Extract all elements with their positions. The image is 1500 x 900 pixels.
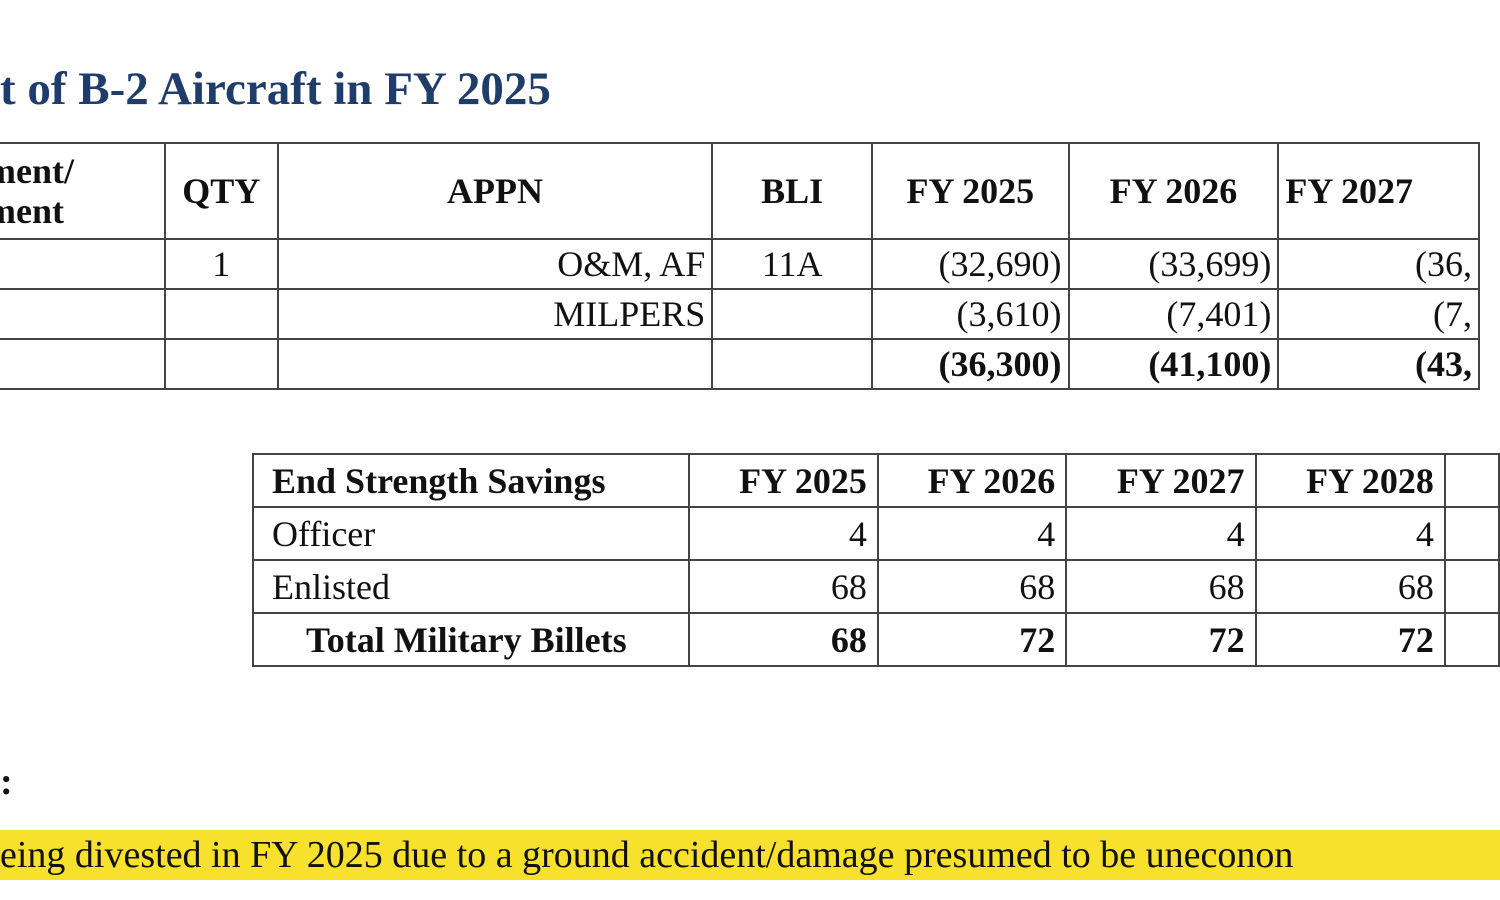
cell-fy2025: (36,300) bbox=[871, 338, 1070, 390]
cell-item bbox=[0, 338, 166, 390]
cell-fy2026: (41,100) bbox=[1067, 338, 1280, 390]
table-row-total: Total Military Billets 68 72 72 72 bbox=[251, 612, 1500, 667]
header-fy2025: FY 2025 bbox=[871, 142, 1070, 240]
cost-table: ment/ment QTY APPN BLI FY 2025 FY 2026 F… bbox=[0, 142, 1480, 390]
cell-fy2027: 4 bbox=[1065, 506, 1257, 561]
cell-fy2025: 4 bbox=[688, 506, 879, 561]
table-row: 1 O&M, AF 11A (32,690) (33,699) (36, bbox=[0, 238, 1480, 290]
cell-fy2027: 72 bbox=[1065, 612, 1257, 667]
cell-fy2025: 68 bbox=[688, 559, 879, 614]
document-title: t of B-2 Aircraft in FY 2025 bbox=[0, 63, 551, 115]
header-qty: QTY bbox=[163, 142, 279, 240]
cell-fy2028: 72 bbox=[1254, 612, 1446, 667]
header-appn: APPN bbox=[276, 142, 714, 240]
cell-item bbox=[0, 238, 166, 290]
cell-fy2027: (7, bbox=[1277, 288, 1480, 340]
cell-appn: O&M, AF bbox=[276, 238, 714, 290]
header-item: ment/ment bbox=[0, 142, 166, 240]
cell-extra bbox=[1443, 559, 1500, 614]
header-label: End Strength Savings bbox=[251, 453, 691, 508]
row-label: Enlisted bbox=[251, 559, 691, 614]
cell-fy2028: 4 bbox=[1254, 506, 1446, 561]
header-fy2026: FY 2026 bbox=[876, 453, 1068, 508]
cell-item bbox=[0, 288, 166, 340]
cell-extra bbox=[1443, 612, 1500, 667]
cell-fy2028: 68 bbox=[1254, 559, 1446, 614]
cell-fy2027: 68 bbox=[1065, 559, 1257, 614]
cell-appn: MILPERS bbox=[276, 288, 714, 340]
cell-qty bbox=[163, 288, 279, 340]
cell-fy2025: (32,690) bbox=[871, 238, 1070, 290]
row-label: Total Military Billets bbox=[251, 612, 691, 667]
section-label: : bbox=[0, 761, 13, 803]
table-row: Enlisted 68 68 68 68 bbox=[251, 559, 1500, 614]
cell-bli bbox=[711, 338, 874, 390]
cell-fy2025: 68 bbox=[688, 612, 879, 667]
header-fy2026: FY 2026 bbox=[1067, 142, 1280, 240]
header-fy2025: FY 2025 bbox=[688, 453, 879, 508]
cell-fy2027: (43, bbox=[1277, 338, 1480, 390]
cell-appn bbox=[276, 338, 714, 390]
header-fy2027: FY 2027 bbox=[1065, 453, 1257, 508]
cell-fy2026: (7,401) bbox=[1067, 288, 1280, 340]
cost-table-header: ment/ment QTY APPN BLI FY 2025 FY 2026 F… bbox=[0, 142, 1480, 240]
cell-fy2027: (36, bbox=[1277, 238, 1480, 290]
cell-qty bbox=[163, 338, 279, 390]
header-item-line1: ment/ bbox=[0, 151, 74, 191]
cell-fy2026: 72 bbox=[876, 612, 1068, 667]
cell-bli bbox=[711, 288, 874, 340]
row-label: Officer bbox=[251, 506, 691, 561]
table-row: Officer 4 4 4 4 bbox=[251, 506, 1500, 561]
cell-extra bbox=[1443, 506, 1500, 561]
header-fy2028: FY 2028 bbox=[1254, 453, 1446, 508]
table-row: MILPERS (3,610) (7,401) (7, bbox=[0, 288, 1480, 340]
cell-fy2025: (3,610) bbox=[871, 288, 1070, 340]
header-extra bbox=[1443, 453, 1500, 508]
highlighted-paragraph: eing divested in FY 2025 due to a ground… bbox=[0, 830, 1500, 880]
header-fy2027: FY 2027 bbox=[1277, 142, 1480, 240]
cell-bli: 11A bbox=[711, 238, 874, 290]
header-item-line2: ment bbox=[0, 191, 64, 231]
end-strength-table: End Strength Savings FY 2025 FY 2026 FY … bbox=[251, 453, 1500, 667]
cell-fy2026: 68 bbox=[876, 559, 1068, 614]
end-strength-header: End Strength Savings FY 2025 FY 2026 FY … bbox=[251, 453, 1500, 508]
header-bli: BLI bbox=[711, 142, 874, 240]
cell-fy2026: 4 bbox=[876, 506, 1068, 561]
table-row-total: (36,300) (41,100) (43, bbox=[0, 338, 1480, 390]
cell-qty: 1 bbox=[163, 238, 279, 290]
cell-fy2026: (33,699) bbox=[1067, 238, 1280, 290]
